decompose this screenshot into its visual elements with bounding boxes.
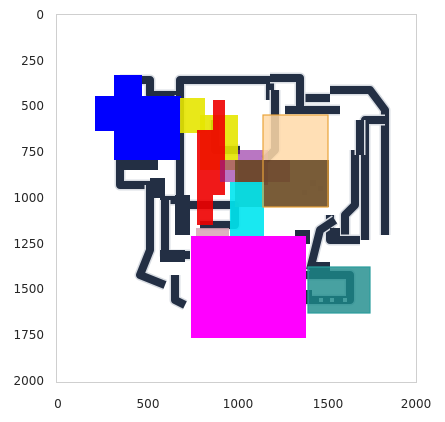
y-tick-label: 1250 (13, 237, 44, 251)
y-tick-label: 0 (36, 8, 44, 22)
x-tick-label: 500 (137, 397, 160, 411)
wall-segment (270, 74, 330, 102)
x-tick-label: 2000 (401, 397, 432, 411)
y-tick-label: 500 (21, 99, 44, 113)
wall-segment (136, 185, 167, 289)
wall-segment (306, 216, 338, 271)
y-tick-label: 750 (21, 145, 44, 159)
region-overlays (95, 75, 371, 338)
teal-region (308, 267, 370, 313)
wall-block (160, 250, 185, 262)
y-tick-label: 1000 (13, 191, 44, 205)
wall-segment (330, 86, 389, 235)
x-tick-label: 1000 (223, 397, 254, 411)
wall-block (175, 195, 190, 235)
wall-block (330, 228, 340, 244)
x-tick-label: 1500 (313, 397, 344, 411)
y-tick-label: 2000 (13, 374, 44, 388)
magenta-region (191, 236, 306, 338)
blue-region (140, 100, 180, 160)
peach-region-border (262, 114, 329, 208)
wall-segment (285, 90, 340, 114)
y-tick-label: 1500 (13, 282, 44, 296)
wall-segment (116, 155, 150, 189)
y-axis: 0 250 500 750 1000 1250 1500 1750 2000 (13, 8, 44, 388)
wall-block (150, 178, 165, 198)
red-region (197, 130, 213, 225)
wall-segment (341, 150, 359, 245)
y-tick-label: 1750 (13, 328, 44, 342)
peach-region (263, 115, 328, 160)
blue-region (114, 75, 142, 160)
y-tick-label: 250 (21, 54, 44, 68)
x-tick-label: 0 (54, 397, 62, 411)
wall-segment (171, 275, 187, 309)
x-axis: 0 500 1000 1500 2000 (54, 397, 431, 411)
teal-region-border (307, 266, 371, 314)
